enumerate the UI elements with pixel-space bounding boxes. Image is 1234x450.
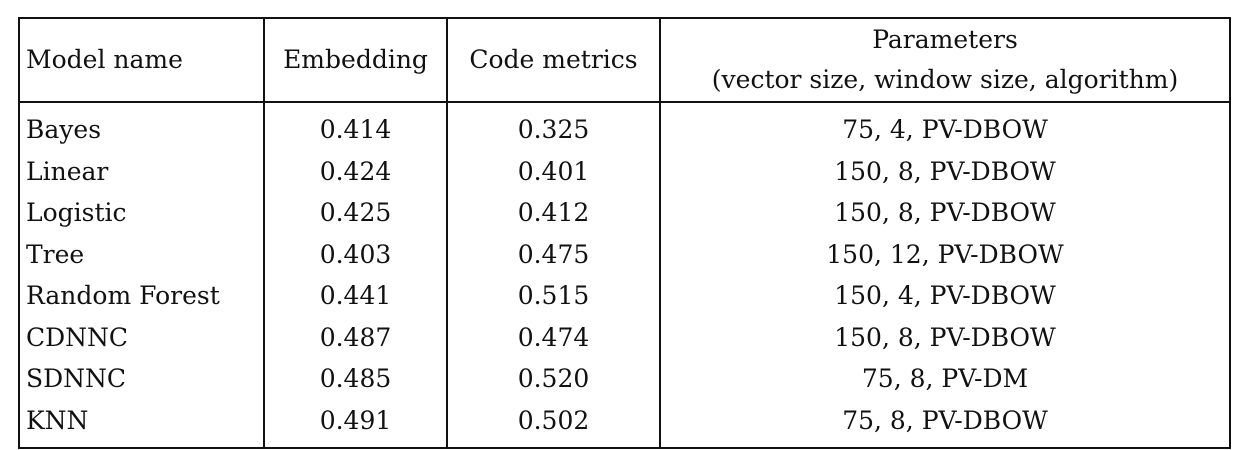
cell-model-name: Bayes bbox=[18, 102, 265, 151]
cell-embedding: 0.414 bbox=[263, 102, 448, 151]
cell-embedding: 0.491 bbox=[263, 399, 448, 448]
cell-code-metrics: 0.502 bbox=[446, 399, 661, 448]
cell-parameters: 75, 8, PV-DBOW bbox=[659, 399, 1231, 448]
cell-model-name: KNN bbox=[18, 399, 265, 448]
table-row: KNN 0.491 0.502 75, 8, PV-DBOW bbox=[18, 399, 1231, 448]
cell-embedding: 0.487 bbox=[263, 316, 448, 358]
table-header: Model name Embedding Code metrics Parame… bbox=[18, 18, 1231, 103]
table-row: Random Forest 0.441 0.515 150, 4, PV-DBOW bbox=[18, 275, 1231, 317]
header-row: Model name Embedding Code metrics Parame… bbox=[18, 18, 1231, 103]
cell-code-metrics: 0.475 bbox=[446, 233, 661, 275]
cell-model-name: SDNNC bbox=[18, 358, 265, 400]
table-row: CDNNC 0.487 0.474 150, 8, PV-DBOW bbox=[18, 316, 1231, 358]
results-table: Model name Embedding Code metrics Parame… bbox=[18, 17, 1231, 449]
cell-parameters: 150, 8, PV-DBOW bbox=[659, 192, 1231, 234]
cell-embedding: 0.485 bbox=[263, 358, 448, 400]
table-row: Linear 0.424 0.401 150, 8, PV-DBOW bbox=[18, 150, 1231, 192]
cell-model-name: CDNNC bbox=[18, 316, 265, 358]
table-body: Bayes 0.414 0.325 75, 4, PV-DBOW Linear 0.424… bbox=[18, 102, 1231, 448]
cell-code-metrics: 0.474 bbox=[446, 316, 661, 358]
header-model-name: Model name bbox=[18, 18, 265, 103]
cell-code-metrics: 0.401 bbox=[446, 150, 661, 192]
table-row: Tree 0.403 0.475 150, 12, PV-DBOW bbox=[18, 233, 1231, 275]
cell-model-name: Tree bbox=[18, 233, 265, 275]
cell-code-metrics: 0.520 bbox=[446, 358, 661, 400]
cell-parameters: 150, 4, PV-DBOW bbox=[659, 275, 1231, 317]
cell-embedding: 0.403 bbox=[263, 233, 448, 275]
cell-parameters: 150, 12, PV-DBOW bbox=[659, 233, 1231, 275]
table-row: SDNNC 0.485 0.520 75, 8, PV-DM bbox=[18, 358, 1231, 400]
header-code-metrics: Code metrics bbox=[446, 18, 661, 103]
cell-embedding: 0.441 bbox=[263, 275, 448, 317]
cell-parameters: 75, 4, PV-DBOW bbox=[659, 102, 1231, 151]
cell-code-metrics: 0.515 bbox=[446, 275, 661, 317]
header-parameters-title: Parameters bbox=[872, 25, 1018, 54]
cell-parameters: 150, 8, PV-DBOW bbox=[659, 316, 1231, 358]
cell-code-metrics: 0.412 bbox=[446, 192, 661, 234]
header-parameters-subtitle: (vector size, window size, algorithm) bbox=[711, 65, 1179, 94]
cell-parameters: 75, 8, PV-DM bbox=[659, 358, 1231, 400]
header-embedding: Embedding bbox=[263, 18, 448, 103]
table-row: Logistic 0.425 0.412 150, 8, PV-DBOW bbox=[18, 192, 1231, 234]
cell-model-name: Logistic bbox=[18, 192, 265, 234]
cell-code-metrics: 0.325 bbox=[446, 102, 661, 151]
cell-model-name: Linear bbox=[18, 150, 265, 192]
table-row: Bayes 0.414 0.325 75, 4, PV-DBOW bbox=[18, 102, 1231, 151]
cell-parameters: 150, 8, PV-DBOW bbox=[659, 150, 1231, 192]
header-parameters: Parameters (vector size, window size, al… bbox=[659, 18, 1231, 103]
cell-embedding: 0.425 bbox=[263, 192, 448, 234]
cell-model-name: Random Forest bbox=[18, 275, 265, 317]
cell-embedding: 0.424 bbox=[263, 150, 448, 192]
